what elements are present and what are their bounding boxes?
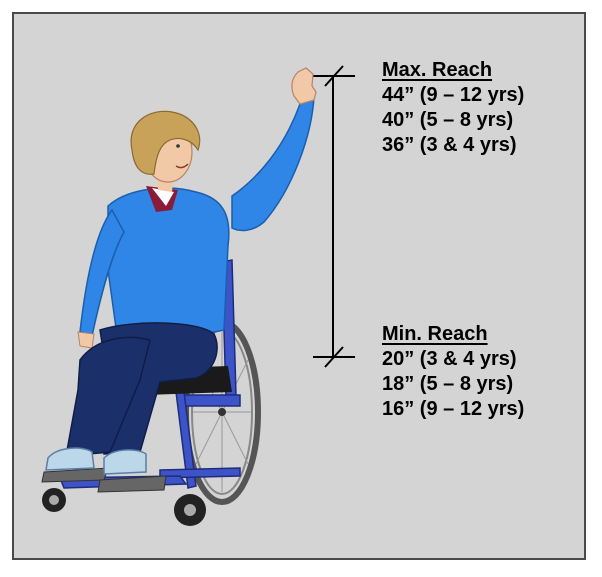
reach-dimension-line bbox=[313, 65, 355, 368]
min-reach-row: 16” (9 – 12 yrs) bbox=[382, 398, 525, 420]
min-reach-block: Min. Reach 20” (3 & 4 yrs) 18” (5 – 8 yr… bbox=[382, 322, 524, 422]
min-reach-row: 20” (3 & 4 yrs) bbox=[382, 348, 517, 370]
max-reach-row: 40” (5 – 8 yrs) bbox=[382, 109, 514, 131]
min-reach-header: Min. Reach bbox=[382, 323, 488, 345]
max-reach-header: Max. Reach bbox=[382, 59, 493, 81]
min-reach-row: 18” (5 – 8 yrs) bbox=[382, 373, 514, 395]
child-figure bbox=[45, 67, 317, 475]
max-reach-row: 44” (9 – 12 yrs) bbox=[382, 84, 525, 106]
max-reach-row: 36” (3 & 4 yrs) bbox=[382, 134, 517, 156]
max-reach-block: Max. Reach 44” (9 – 12 yrs) 40” (5 – 8 y… bbox=[382, 58, 524, 158]
